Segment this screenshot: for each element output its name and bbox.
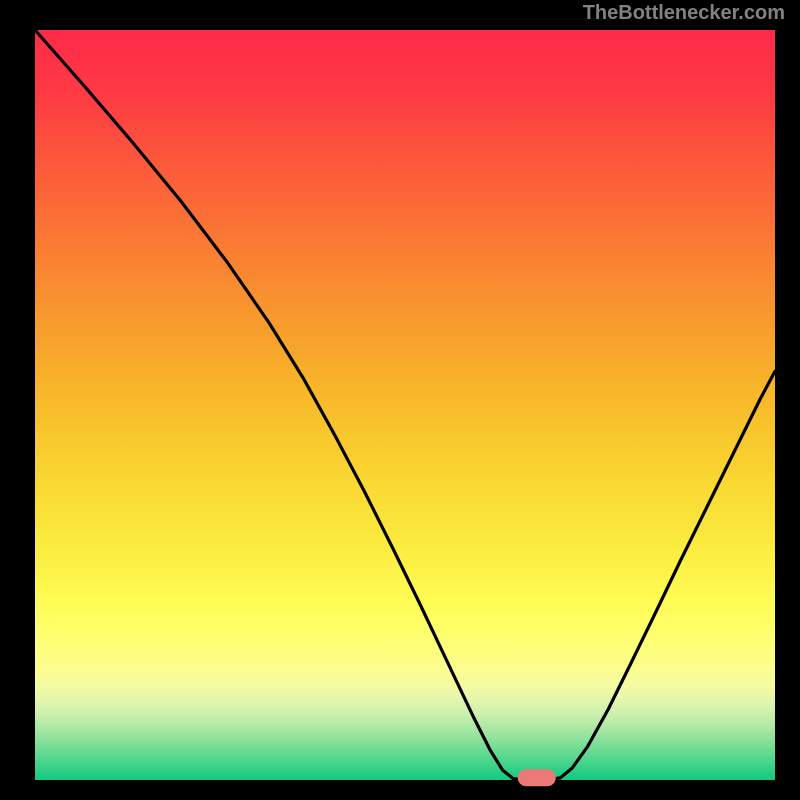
stage: TheBottlenecker.com: [0, 0, 800, 800]
watermark-text: TheBottlenecker.com: [583, 2, 785, 25]
plot-area-background: [35, 30, 775, 780]
bottleneck-chart: [0, 0, 800, 800]
optimum-marker: [518, 769, 556, 786]
